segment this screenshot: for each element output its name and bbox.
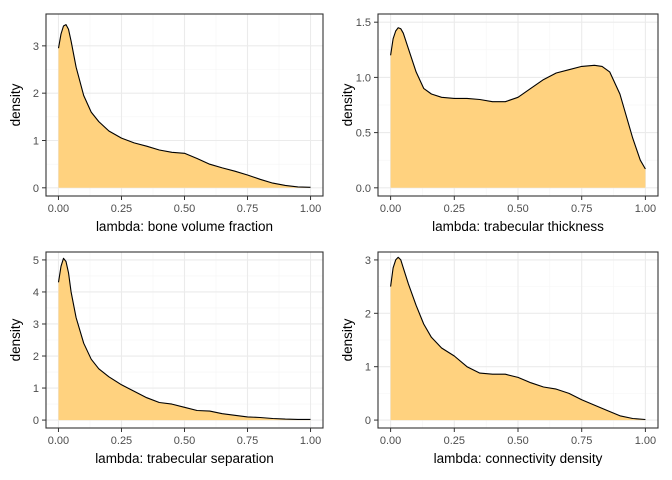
density-area xyxy=(390,257,646,421)
x-tick-label: 1.00 xyxy=(300,435,321,447)
y-axis-title: density xyxy=(8,318,23,361)
x-tick-label: 1.00 xyxy=(635,203,656,215)
x-axis-title: lambda: bone volume fraction xyxy=(96,219,273,234)
density-area xyxy=(390,27,646,188)
density-line xyxy=(390,27,646,170)
y-tick-label: 1 xyxy=(365,362,371,374)
x-tick-label: 0.25 xyxy=(111,435,132,447)
y-tick-label: 0.5 xyxy=(356,128,371,140)
y-tick-label: 5 xyxy=(33,255,39,267)
x-tick-label: 0.50 xyxy=(174,203,195,215)
density-line xyxy=(390,256,646,421)
y-tick-label: 2 xyxy=(365,308,371,320)
x-tick-label: 0.00 xyxy=(380,203,401,215)
x-axis-title: lambda: trabecular thickness xyxy=(432,219,604,234)
density-area xyxy=(58,24,311,188)
density-line xyxy=(57,24,311,188)
x-tick-label: 0.75 xyxy=(237,435,258,447)
panel-4: 0.00 0.25 0.50 0.75 1.00 0 1 2 3 lambda: connecti… xyxy=(340,251,659,466)
panel-2: 0.00 0.25 0.50 0.75 1.00 0.0 0.5 1.0 1.5 lambda: … xyxy=(340,13,659,234)
x-tick-label: 0.00 xyxy=(48,435,69,447)
x-tick-label: 1.00 xyxy=(300,203,321,215)
y-tick-label: 1 xyxy=(33,383,39,395)
x-tick-label: 0.75 xyxy=(571,435,592,447)
x-tick-label: 1.00 xyxy=(635,435,656,447)
x-axis-title: lambda: connectivity density xyxy=(434,451,603,466)
y-tick-label: 0 xyxy=(33,183,39,195)
y-axis-title: density xyxy=(340,318,355,361)
x-tick-label: 0.75 xyxy=(237,203,258,215)
y-tick-label: 2 xyxy=(33,351,39,363)
x-tick-label: 0.50 xyxy=(507,203,528,215)
panel-3: 0.00 0.25 0.50 0.75 1.00 0 1 2 3 4 5 lambda: trabec… xyxy=(8,251,324,466)
y-tick-label: 1.5 xyxy=(356,17,371,29)
x-tick-label: 0.25 xyxy=(111,203,132,215)
y-tick-label: 2 xyxy=(33,88,39,100)
x-axis-title: lambda: trabecular separation xyxy=(95,451,274,466)
y-tick-label: 0 xyxy=(365,415,371,427)
x-tick-label: 0.25 xyxy=(444,435,465,447)
density-line xyxy=(57,257,311,420)
x-tick-label: 0.00 xyxy=(48,203,69,215)
y-tick-label: 3 xyxy=(33,319,39,331)
x-tick-label: 0.50 xyxy=(507,435,528,447)
x-tick-label: 0.50 xyxy=(174,435,195,447)
y-tick-label: 0.0 xyxy=(356,183,371,195)
x-tick-label: 0.25 xyxy=(444,203,465,215)
panel-1: 0.00 0.25 0.50 0.75 1.00 0 1 2 3 lambda: bone vol… xyxy=(8,13,324,234)
y-tick-label: 0 xyxy=(33,415,39,427)
x-tick-label: 0.00 xyxy=(380,435,401,447)
y-tick-label: 1 xyxy=(33,135,39,147)
density-area xyxy=(58,258,311,421)
y-axis-title: density xyxy=(8,83,23,126)
y-tick-label: 3 xyxy=(365,255,371,267)
y-tick-label: 1.0 xyxy=(356,72,371,84)
y-tick-label: 3 xyxy=(33,41,39,53)
x-tick-label: 0.75 xyxy=(571,203,592,215)
y-tick-label: 4 xyxy=(33,287,39,299)
y-axis-title: density xyxy=(340,83,355,126)
